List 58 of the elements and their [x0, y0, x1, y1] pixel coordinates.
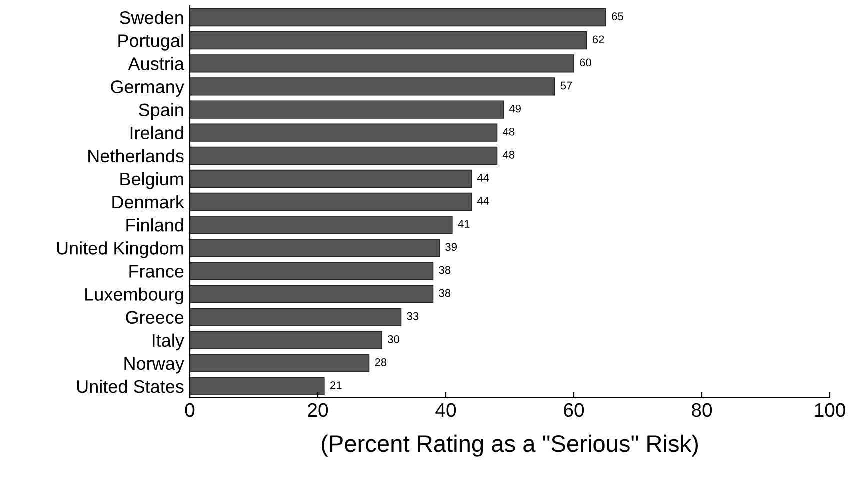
y-tick-label: Portugal [118, 34, 184, 51]
bar [190, 192, 472, 212]
data-label: 38 [439, 289, 451, 298]
y-tick-label: Greece [126, 311, 184, 324]
data-label: 65 [612, 12, 624, 21]
y-tick-label: Italy [153, 334, 184, 351]
y-tick-label: Belgium [120, 172, 184, 190]
data-label: 48 [503, 128, 515, 136]
data-label: 57 [560, 82, 572, 90]
x-tick-label: 20 [308, 403, 328, 418]
data-label: 60 [580, 58, 592, 67]
bar [190, 124, 498, 142]
data-label: 41 [458, 220, 470, 228]
bar [190, 170, 472, 188]
x-tick-label: 40 [436, 403, 456, 418]
bar [190, 377, 325, 396]
bar [190, 308, 402, 326]
y-tick-label: Luxembourg [86, 288, 184, 305]
data-label: 49 [509, 104, 521, 113]
data-label: 44 [477, 174, 490, 182]
bar [190, 100, 504, 119]
y-tick-label: Ireland [130, 126, 184, 140]
y-tick-label: Norway [124, 358, 184, 374]
y-tick-label: Germany [111, 80, 184, 97]
bar [190, 331, 382, 350]
bar [190, 8, 606, 27]
y-tick-label: United States [77, 380, 184, 394]
y-tick-label: Finland [126, 218, 184, 232]
bar [190, 78, 556, 96]
bar [190, 54, 574, 73]
data-label: 33 [407, 312, 419, 320]
data-label: 28 [375, 358, 387, 366]
y-tick-label: Austria [128, 57, 184, 70]
data-label: 38 [439, 266, 451, 274]
x-tick-label: 100 [815, 403, 846, 418]
bar [190, 262, 434, 280]
y-tick-label: United Kingdom [57, 242, 184, 258]
bar [190, 216, 453, 234]
y-tick-label: Spain [139, 103, 184, 120]
y-tick-label: Sweden [120, 10, 184, 24]
data-label: 44 [477, 197, 490, 205]
bar [190, 32, 588, 50]
bar [190, 146, 498, 165]
x-axis-title: (Percent Rating as a "Serious" Risk) [322, 434, 698, 457]
data-label: 62 [592, 36, 604, 44]
x-tick-label: 0 [185, 403, 195, 418]
data-label: 48 [503, 150, 515, 159]
bar [190, 239, 440, 258]
data-label: 39 [446, 243, 457, 252]
x-tick-label: 60 [564, 403, 584, 418]
x-tick-label: 80 [692, 403, 712, 418]
bar [190, 285, 434, 304]
bar [190, 354, 370, 372]
y-tick-label: Denmark [112, 195, 184, 209]
data-label: 30 [388, 335, 400, 344]
y-tick-label: Netherlands [88, 149, 184, 163]
data-label: 21 [330, 382, 342, 390]
y-tick-label: France [130, 265, 184, 278]
